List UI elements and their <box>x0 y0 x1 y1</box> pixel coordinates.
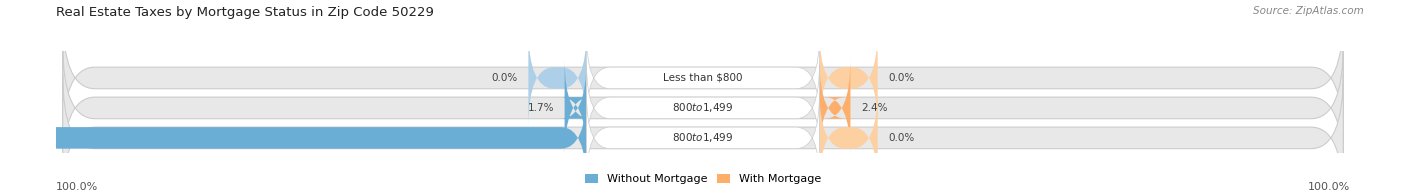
Text: 100.0%: 100.0% <box>1308 182 1350 192</box>
Text: Real Estate Taxes by Mortgage Status in Zip Code 50229: Real Estate Taxes by Mortgage Status in … <box>56 6 434 19</box>
FancyBboxPatch shape <box>820 59 851 157</box>
FancyBboxPatch shape <box>586 35 820 121</box>
Legend: Without Mortgage, With Mortgage: Without Mortgage, With Mortgage <box>581 169 825 189</box>
FancyBboxPatch shape <box>820 29 877 127</box>
Text: 0.0%: 0.0% <box>492 73 517 83</box>
FancyBboxPatch shape <box>63 14 1343 142</box>
FancyBboxPatch shape <box>820 89 877 187</box>
FancyBboxPatch shape <box>561 59 591 157</box>
Text: 100.0%: 100.0% <box>56 182 98 192</box>
Text: 0.0%: 0.0% <box>889 73 914 83</box>
Text: Source: ZipAtlas.com: Source: ZipAtlas.com <box>1253 6 1364 16</box>
Text: 2.4%: 2.4% <box>860 103 887 113</box>
FancyBboxPatch shape <box>529 29 586 127</box>
Text: $800 to $1,499: $800 to $1,499 <box>672 131 734 144</box>
FancyBboxPatch shape <box>63 74 1343 196</box>
Text: 0.0%: 0.0% <box>889 133 914 143</box>
FancyBboxPatch shape <box>586 65 820 151</box>
FancyBboxPatch shape <box>63 44 1343 172</box>
FancyBboxPatch shape <box>586 95 820 181</box>
FancyBboxPatch shape <box>0 89 586 187</box>
Text: $800 to $1,499: $800 to $1,499 <box>672 101 734 114</box>
Text: Less than $800: Less than $800 <box>664 73 742 83</box>
Text: 1.7%: 1.7% <box>527 103 554 113</box>
